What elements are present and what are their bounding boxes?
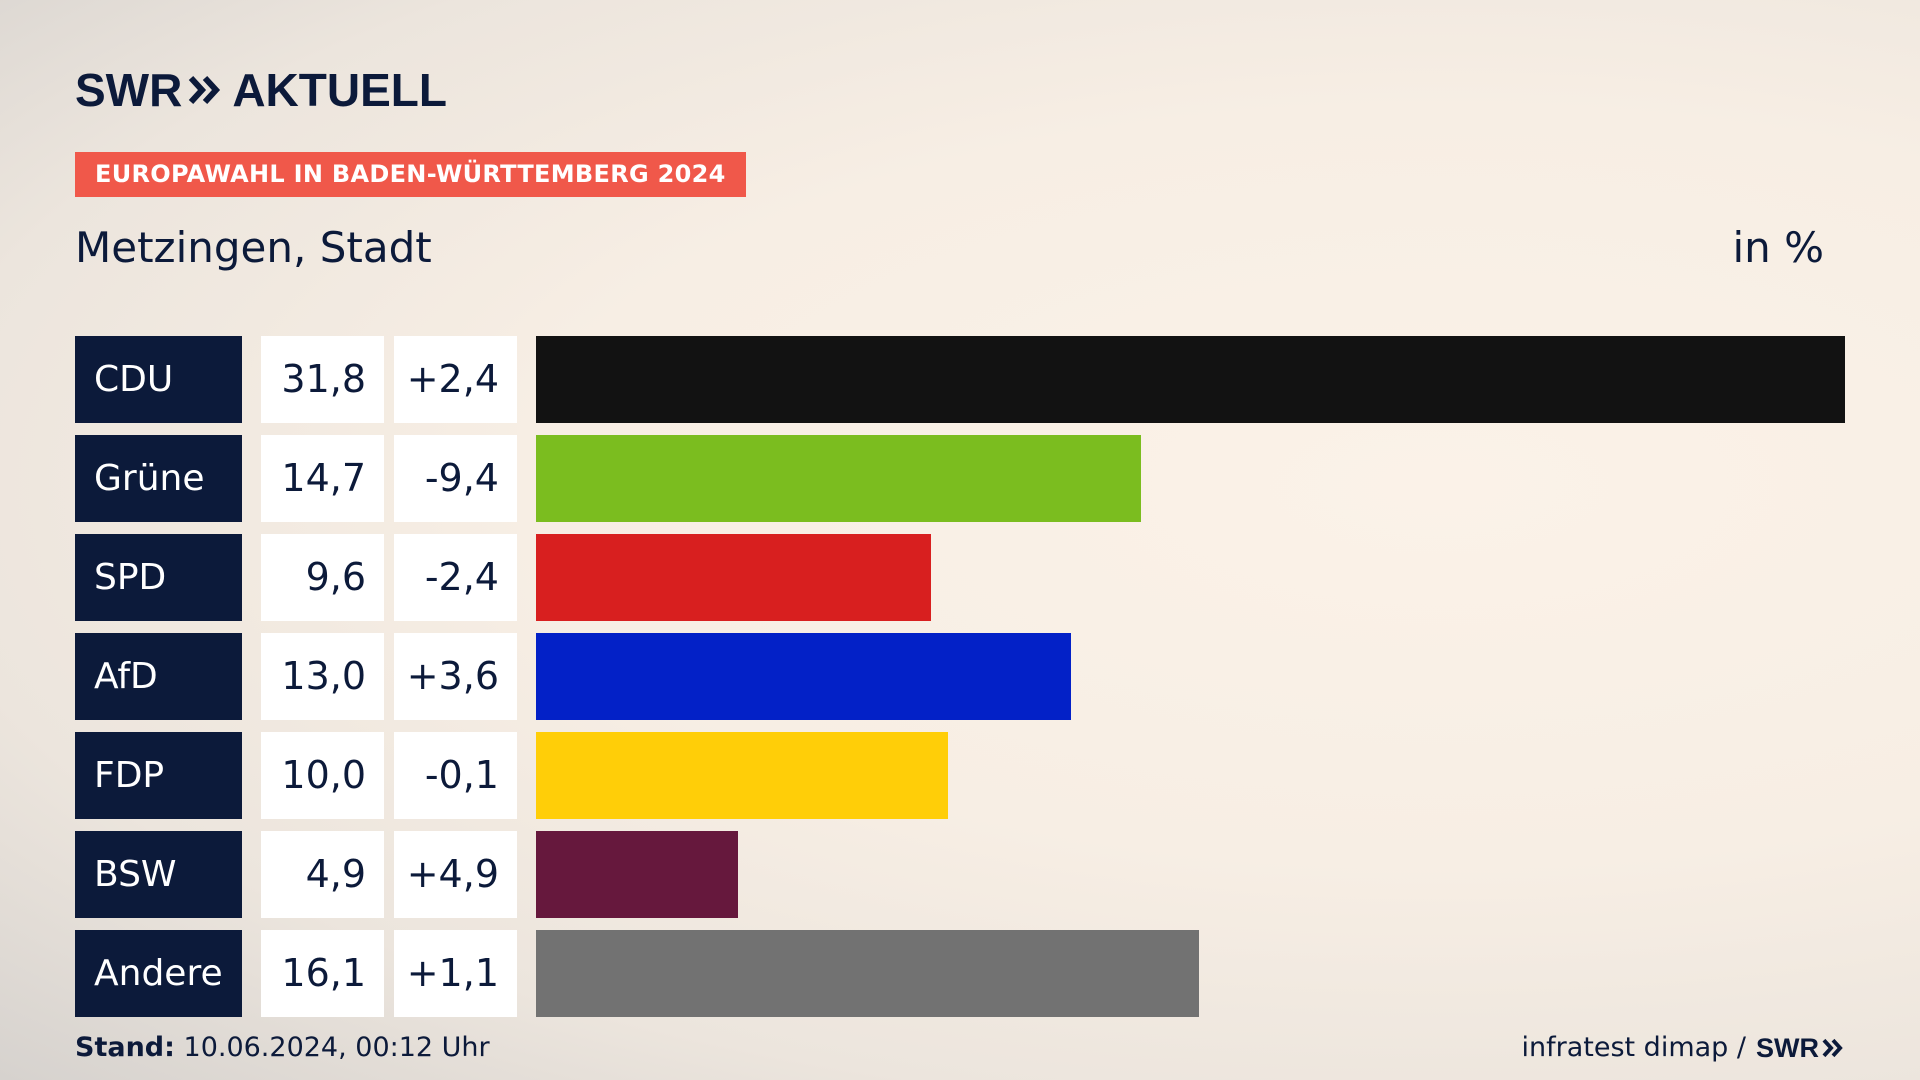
party-label: BSW <box>75 831 242 918</box>
result-row: AfD 13,0 +3,6 <box>75 633 1845 720</box>
result-row: Andere 16,1 +1,1 <box>75 930 1845 1017</box>
result-bar <box>536 930 1199 1017</box>
source-credit: infratest dimap / SWR <box>1521 1030 1844 1066</box>
source-swr-logo: SWR <box>1756 1033 1819 1063</box>
party-label: AfD <box>75 633 242 720</box>
place-title: Metzingen, Stadt <box>75 223 432 272</box>
change-label: -9,4 <box>394 435 517 522</box>
change-label: +3,6 <box>394 633 517 720</box>
party-label: Andere <box>75 930 242 1017</box>
vote-share-label: 10,0 <box>261 732 384 819</box>
vote-share-label: 9,6 <box>261 534 384 621</box>
vote-share-label: 14,7 <box>261 435 384 522</box>
double-chevron-icon <box>189 75 221 105</box>
vote-share-label: 16,1 <box>261 930 384 1017</box>
logo-aktuell-text: AKTUELL <box>232 64 447 116</box>
source-text: infratest dimap / <box>1521 1032 1746 1063</box>
result-bar <box>536 336 1845 423</box>
stand-label: Stand: <box>75 1032 175 1063</box>
timestamp: Stand: 10.06.2024, 00:12 Uhr <box>75 1030 490 1066</box>
swr-aktuell-logo: SWR AKTUELL <box>75 66 447 114</box>
result-row: BSW 4,9 +4,9 <box>75 831 1845 918</box>
result-row: CDU 31,8 +2,4 <box>75 336 1845 423</box>
result-bar <box>536 732 948 819</box>
vote-share-label: 4,9 <box>261 831 384 918</box>
change-label: +2,4 <box>394 336 517 423</box>
change-label: +1,1 <box>394 930 517 1017</box>
result-row: SPD 9,6 -2,4 <box>75 534 1845 621</box>
small-double-chevron-icon <box>1822 1038 1843 1058</box>
election-tag: EUROPAWAHL IN BADEN-WÜRTTEMBERG 2024 <box>75 152 746 197</box>
result-row: Grüne 14,7 -9,4 <box>75 435 1845 522</box>
party-label: SPD <box>75 534 242 621</box>
party-label: FDP <box>75 732 242 819</box>
result-bar <box>536 534 931 621</box>
result-bar <box>536 831 738 918</box>
result-bar <box>536 435 1141 522</box>
result-row: FDP 10,0 -0,1 <box>75 732 1845 819</box>
unit-label: in % <box>1732 223 1824 272</box>
change-label: -0,1 <box>394 732 517 819</box>
logo-swr-text: SWR <box>75 64 183 116</box>
change-label: -2,4 <box>394 534 517 621</box>
result-bar <box>536 633 1071 720</box>
party-label: Grüne <box>75 435 242 522</box>
party-label: CDU <box>75 336 242 423</box>
stand-value: 10.06.2024, 00:12 Uhr <box>183 1032 490 1063</box>
vote-share-label: 31,8 <box>261 336 384 423</box>
change-label: +4,9 <box>394 831 517 918</box>
vote-share-label: 13,0 <box>261 633 384 720</box>
